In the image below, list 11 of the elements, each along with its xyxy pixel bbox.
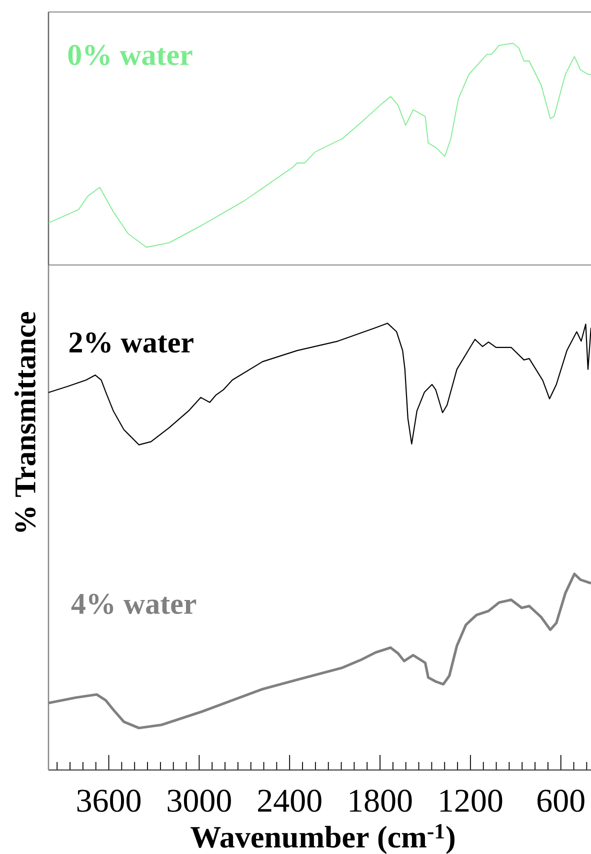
x-tick-label: 1800 [350,790,412,812]
x-tick-label: 3000 [168,790,231,812]
x-tick-label: 2400 [258,790,322,812]
x-tick-label: 600 [538,790,584,812]
x-tick-label: 1200 [440,790,502,812]
x-axis-title: Wavenumber (cm$^{-1}$) [190,824,454,854]
series-label: 2% water [69,332,194,353]
text: 4% water [71,594,196,614]
y-axis-title: % Transmittance [14,312,36,532]
text: 0% water [68,44,192,66]
x-tick-label: 3600 [77,790,141,812]
